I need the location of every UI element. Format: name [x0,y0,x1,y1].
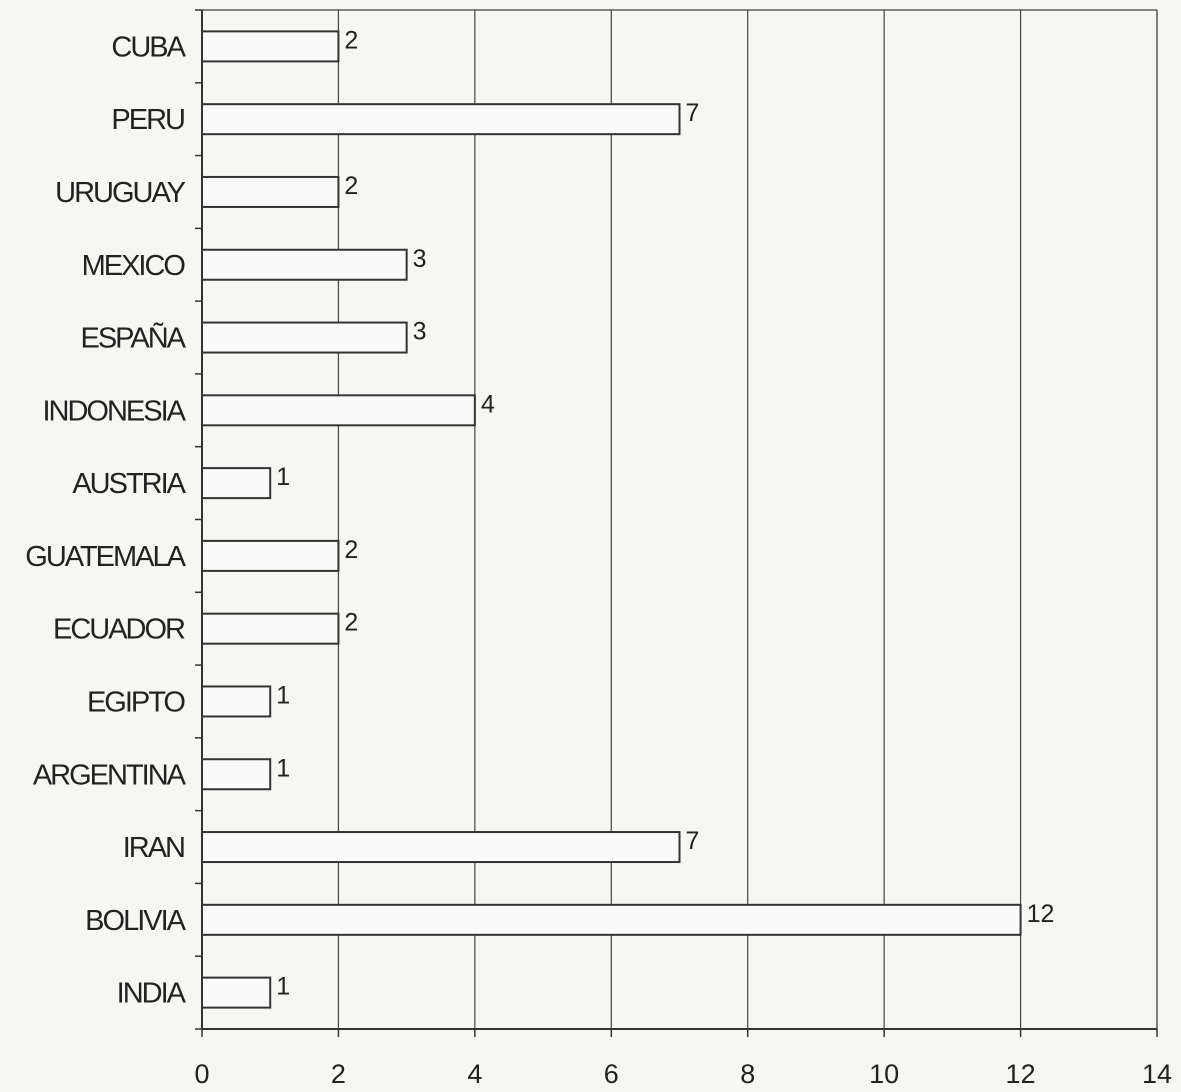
bar-cuba [201,30,340,63]
category-label: BOLIVIA [85,905,186,937]
x-tick-label: 14 [1142,1059,1172,1089]
bar-uruguay [201,175,340,208]
x-tick-label: 12 [1006,1059,1036,1089]
x-tick-label: 6 [604,1059,619,1089]
data-label: 2 [344,609,358,637]
data-label: 2 [344,536,358,564]
axis-layer [195,9,1158,1037]
data-label: 1 [276,973,290,1001]
data-label: 7 [686,99,700,127]
category-label: EGIPTO [87,686,185,718]
bar-argentina [201,758,272,791]
bar-egipto [201,685,272,718]
bar-iran [201,831,681,864]
category-label: ARGENTINA [33,759,187,791]
category-label: PERU [111,104,184,136]
bar-layer [201,30,1022,1009]
bar-peru [201,103,681,136]
x-tick-label: 2 [331,1059,346,1089]
data-label: 2 [344,172,358,200]
data-label: 3 [413,318,427,346]
category-label: MEXICO [82,250,186,282]
bar-ecuador [201,612,340,645]
x-tick-label: 0 [194,1059,209,1089]
data-label: 3 [413,245,427,273]
bar-austria [201,467,272,500]
x-tick-label: 8 [740,1059,755,1089]
data-label: 7 [686,827,700,855]
data-label: 12 [1027,900,1055,928]
category-label: IRAN [123,832,184,864]
data-label: 1 [276,463,290,491]
x-tick-label: 10 [869,1059,899,1089]
bar-india [201,976,272,1009]
bar-indonesia [201,394,476,427]
category-label: ESPAÑA [80,321,186,355]
x-tick-label: 4 [467,1059,482,1089]
category-label: ECUADOR [53,614,185,646]
bar-españa [201,321,408,354]
bar-mexico [201,248,408,281]
data-label: 2 [344,26,358,54]
category-label: INDONESIA [42,395,186,427]
data-label: 1 [276,681,290,709]
bar-guatemala [201,539,340,572]
bar-bolivia [201,903,1022,936]
data-label: 4 [481,390,495,418]
category-label: URUGUAY [55,177,186,209]
category-label: AUSTRIA [72,468,186,500]
category-label: GUATEMALA [25,541,186,573]
category-label: CUBA [111,31,186,63]
grid-layer [337,10,1158,1029]
category-label: INDIA [117,978,187,1010]
data-label: 1 [276,754,290,782]
